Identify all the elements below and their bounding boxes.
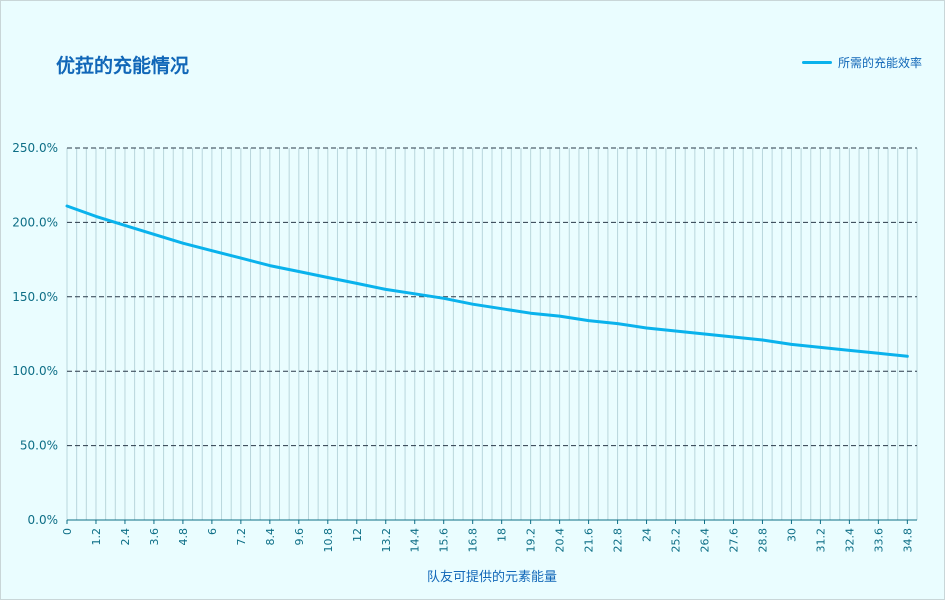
x-tick-label: 32.4 bbox=[843, 528, 856, 553]
x-tick-label: 6 bbox=[206, 528, 219, 535]
legend-label: 所需的充能效率 bbox=[837, 56, 922, 70]
x-tick-label: 1.2 bbox=[90, 528, 103, 546]
x-tick-label: 24 bbox=[641, 528, 654, 542]
x-tick-label: 13.2 bbox=[380, 528, 393, 553]
y-tick-label: 100.0% bbox=[12, 364, 58, 378]
x-tick-label: 16.8 bbox=[467, 528, 480, 553]
x-tick-label: 8.4 bbox=[264, 528, 277, 546]
x-tick-label: 30 bbox=[785, 528, 798, 542]
x-tick-label: 20.4 bbox=[554, 528, 567, 553]
minor-grid bbox=[66, 148, 918, 520]
x-tick-label: 31.2 bbox=[814, 528, 827, 553]
major-grid bbox=[67, 147, 917, 447]
chart-title: 优菈的充能情况 bbox=[56, 55, 190, 77]
x-tick-label: 15.6 bbox=[438, 528, 451, 553]
x-tick-label: 33.6 bbox=[872, 528, 885, 553]
series-line bbox=[65, 204, 909, 358]
x-tick-label: 2.4 bbox=[119, 528, 132, 546]
x-tick-label: 4.8 bbox=[177, 528, 190, 546]
y-tick-label: 50.0% bbox=[20, 439, 58, 453]
x-axis-label: 队友可提供的元素能量 bbox=[427, 569, 557, 585]
x-tick-label: 3.6 bbox=[148, 528, 161, 546]
legend-swatch bbox=[801, 61, 832, 64]
x-tick-label: 25.2 bbox=[670, 528, 683, 553]
x-tick-label: 0 bbox=[61, 528, 74, 535]
y-tick-label: 0.0% bbox=[28, 513, 59, 527]
y-tick-label: 200.0% bbox=[12, 215, 58, 229]
x-tick-label: 10.8 bbox=[322, 528, 335, 553]
y-tick-label: 250.0% bbox=[12, 141, 58, 155]
series-layer bbox=[65, 204, 909, 358]
x-tick-label: 7.2 bbox=[235, 528, 248, 546]
x-tick-label: 19.2 bbox=[525, 528, 538, 553]
y-tick-label: 150.0% bbox=[12, 290, 58, 304]
x-tick-label: 9.6 bbox=[293, 528, 306, 546]
legend[interactable]: 所需的充能效率 bbox=[801, 54, 922, 71]
x-tick-label: 26.4 bbox=[699, 528, 712, 553]
x-tick-label: 27.6 bbox=[727, 528, 740, 553]
x-tick-label: 12 bbox=[351, 528, 364, 542]
x-tick-label: 34.8 bbox=[901, 528, 914, 553]
x-axis-ticks: 0 1.2 2.4 3.6 4.8 6 7.2 8.4 9.6 10.8 12 13.2 14.4 15.… bbox=[61, 520, 914, 553]
y-axis-ticks: 0.0% 50.0% 100.0% 150.0% 200.0% 250.0% bbox=[12, 141, 58, 527]
x-tick-label: 21.6 bbox=[583, 528, 596, 553]
x-tick-label: 14.4 bbox=[409, 528, 422, 553]
x-tick-label: 18 bbox=[496, 528, 509, 542]
x-tick-label: 28.8 bbox=[756, 528, 769, 553]
x-tick-label: 22.8 bbox=[612, 528, 625, 553]
